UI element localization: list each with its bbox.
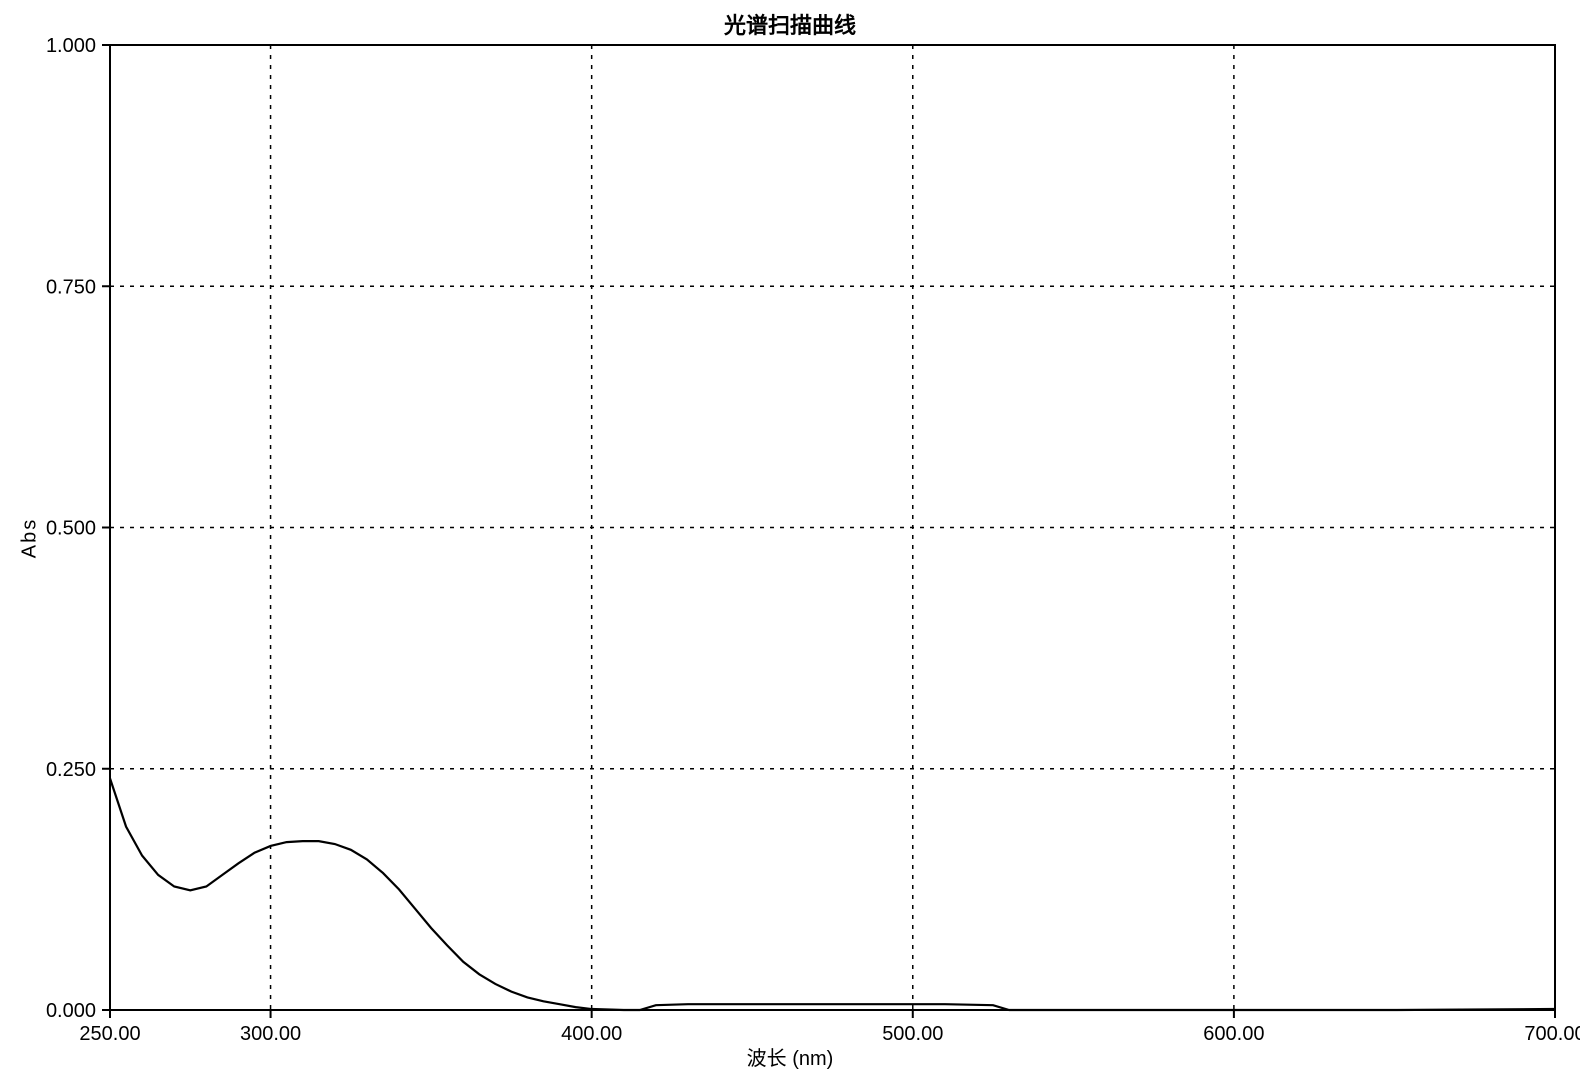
absorbance-curve (110, 778, 1555, 1010)
x-axis-label: 波长 (nm) (0, 1042, 1580, 1071)
svg-text:0.250: 0.250 (46, 759, 96, 781)
svg-text:0.500: 0.500 (46, 518, 96, 540)
svg-text:0.000: 0.000 (46, 1000, 96, 1022)
svg-text:0.750: 0.750 (46, 276, 96, 298)
spectrum-chart: 光谱扫描曲线 Abs 波长 (nm) 250.00300.00400.00500… (0, 0, 1580, 1075)
chart-title: 光谱扫描曲线 (0, 8, 1580, 40)
chart-canvas: 250.00300.00400.00500.00600.00700.000.00… (0, 0, 1580, 1075)
y-axis-label: Abs (19, 517, 42, 557)
